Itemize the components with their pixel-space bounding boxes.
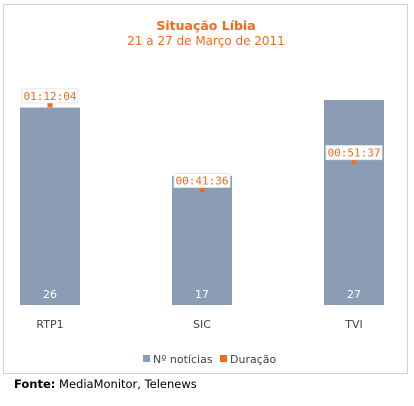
source-label: Fonte: [14, 377, 56, 391]
duration-point [199, 186, 205, 192]
bar-value-label: 17 [195, 288, 209, 301]
legend-label-noticias: Nº notícias [153, 353, 213, 366]
legend: Nº notícias Duração [143, 353, 276, 366]
bar-tvi [324, 100, 384, 305]
duration-label: 01:12:04 [24, 90, 77, 103]
chart-frame: Situação Líbia 21 a 27 de Março de 2011 … [3, 4, 408, 374]
category-label: RTP1 [36, 318, 63, 331]
duration-label: 00:41:36 [176, 174, 229, 187]
category-label: SIC [193, 318, 211, 331]
bar-rtp1 [20, 107, 80, 305]
duration-label-box [173, 172, 231, 188]
chart: Situação Líbia 21 a 27 de Março de 2011 … [20, 18, 384, 366]
duration-label-box [325, 145, 383, 161]
category-label: TVI [344, 318, 363, 331]
plot-area: 26 RTP1 01:12:04 17 SIC 00:41:36 27 TVI 00:51:37 [20, 88, 384, 331]
source-text: MediaMonitor, Telenews [59, 377, 197, 391]
source-note: Fonte: MediaMonitor, Telenews [14, 377, 197, 391]
duration-label-box [21, 88, 79, 104]
chart-title: Situação Líbia [156, 18, 255, 33]
legend-label-duracao: Duração [230, 353, 276, 366]
duration-point [351, 159, 357, 165]
duration-point [47, 102, 53, 108]
legend-swatch-noticias [143, 355, 150, 362]
bar-sic [172, 175, 232, 305]
duration-label: 00:51:37 [328, 147, 381, 160]
bar-value-label: 27 [347, 288, 361, 301]
chart-subtitle: 21 a 27 de Março de 2011 [127, 34, 285, 48]
legend-swatch-duracao [220, 355, 227, 362]
bar-value-label: 26 [43, 288, 57, 301]
